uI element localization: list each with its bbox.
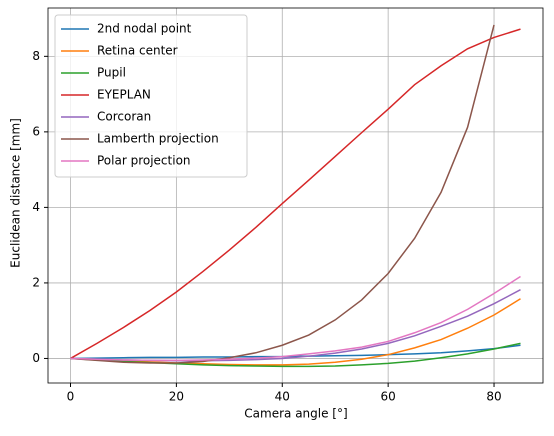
y-tick-label: 2 [32,275,40,289]
plot-frame [47,7,544,384]
x-tick-label: 40 [275,390,290,404]
series-line [70,28,521,360]
y-tick-label: 0 [32,351,40,365]
x-tick-label: 20 [169,390,184,404]
legend-label: Corcoran [97,110,151,124]
x-axis-label: Camera angle [°] [244,407,347,421]
legend-label: Polar projection [97,154,191,168]
legend-label: EYEPLAN [97,88,151,102]
legend-label: Retina center [97,44,178,58]
series-line [70,275,521,362]
series-line [70,344,521,360]
y-tick-label: 6 [32,124,40,138]
y-tick-label: 4 [32,200,40,214]
legend-label: Pupil [97,66,126,80]
legend-label: 2nd nodal point [97,22,192,36]
series-line [70,298,521,366]
legend-box [54,14,248,178]
legend-label: Lamberth projection [97,132,219,146]
x-tick-label: 0 [67,390,75,404]
x-tick-label: 60 [381,390,396,404]
x-tick-label: 80 [486,390,501,404]
legend: 2nd nodal point Retina center Pupil EYEPLAN… [54,14,248,178]
y-tick-label: 8 [32,49,40,63]
series-line [70,24,495,364]
y-axis-label: Euclidean distance [mm] [9,118,23,268]
series-line [70,289,521,362]
